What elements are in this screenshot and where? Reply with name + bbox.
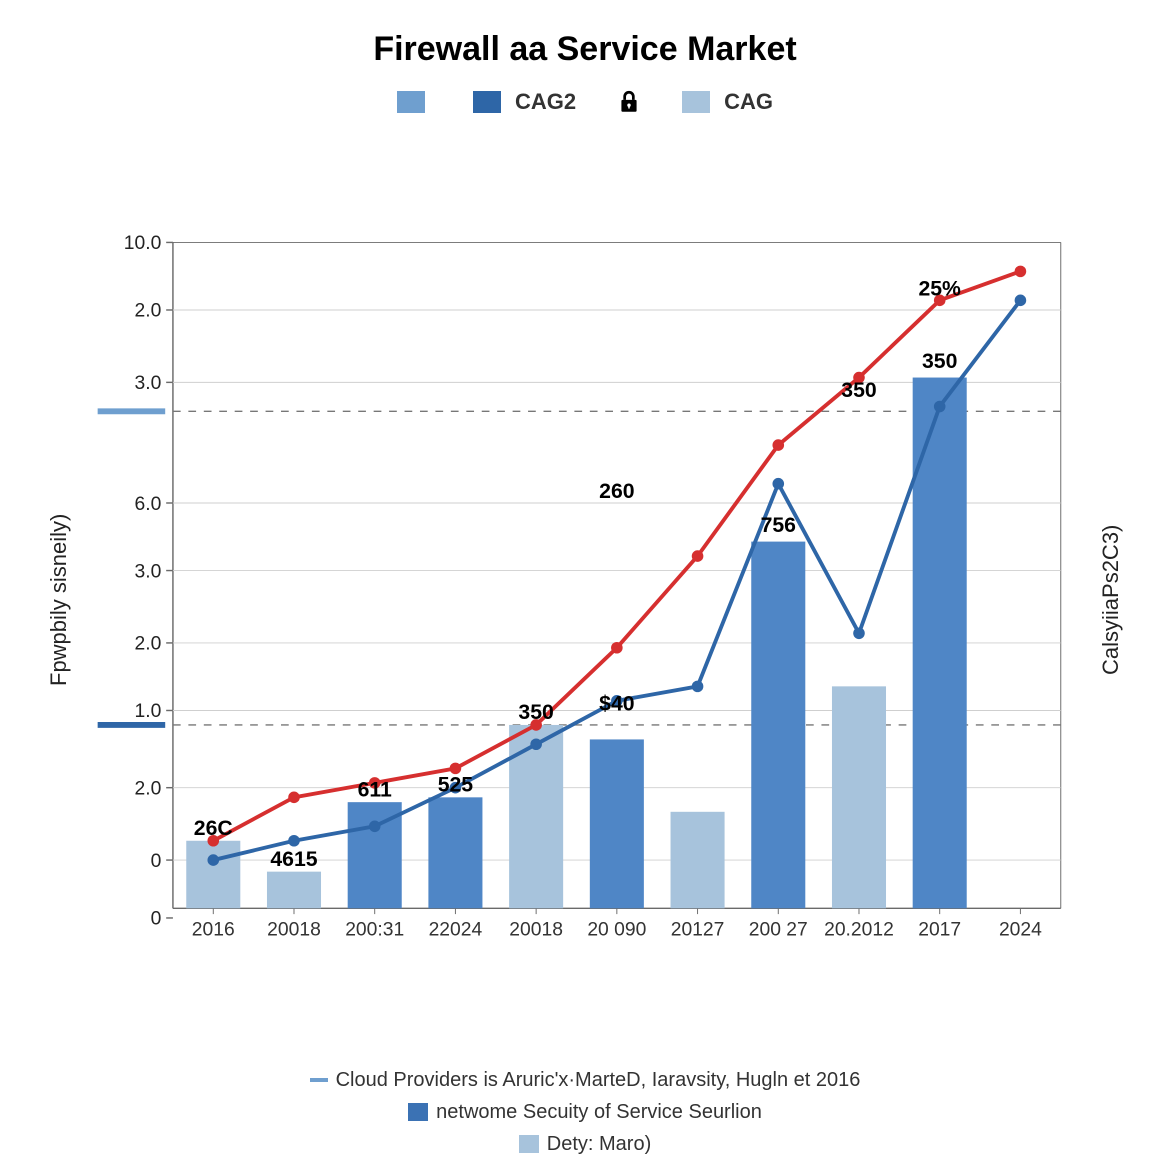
svg-text:0: 0 (151, 851, 162, 872)
x-tick-label: 20018 (267, 919, 321, 940)
bottom-legend-text-2: netwome Secuity of Service Seurlion (436, 1096, 762, 1128)
bar-light (671, 812, 725, 909)
legend-item-3 (616, 89, 642, 115)
x-tick-label: 2024 (999, 919, 1042, 940)
svg-text:0: 0 (151, 909, 162, 930)
svg-text:10.0: 10.0 (124, 233, 162, 254)
trend-marker (692, 550, 704, 562)
x-tick-label: 20 090 (587, 919, 646, 940)
svg-text:6.0: 6.0 (135, 494, 162, 515)
trend-marker (530, 738, 542, 750)
x-tick-label: 20018 (509, 919, 563, 940)
svg-text:2.0: 2.0 (135, 301, 162, 322)
bar-dark (751, 542, 805, 909)
y-axis-label-left: Fpwpbily sisneily) (40, 145, 78, 1054)
legend-dash-icon (310, 1078, 328, 1082)
value-label: 4615 (270, 848, 317, 871)
legend-item-1 (397, 91, 433, 113)
bar-dark (590, 739, 644, 908)
bar-light (186, 841, 240, 909)
legend-swatch-4 (682, 91, 710, 113)
x-tick-label: 200:31 (345, 919, 404, 940)
legend-label-2: CAG2 (515, 89, 576, 115)
bar-dark (428, 797, 482, 908)
svg-text:3.0: 3.0 (135, 561, 162, 582)
bottom-legend-row-3: Dety: Maro) (40, 1128, 1130, 1160)
x-tick-label: 20127 (671, 919, 725, 940)
chart-area: Fpwpbily sisneily) 10.0 2.0 3.0 6.0 3.0 2.0 1.… (40, 145, 1130, 1054)
bar-light (267, 872, 321, 909)
trend-marker (772, 478, 784, 490)
svg-text:2.0: 2.0 (135, 778, 162, 799)
bottom-legend-row-1: Cloud Providers is Aruric'x·MarteD, Iara… (40, 1064, 1130, 1096)
x-tick-label: 200 27 (749, 919, 808, 940)
y-axis-label-right: CalsyiiaPs2C3) (1092, 145, 1130, 1054)
legend-square-light-icon (519, 1135, 539, 1153)
svg-text:1.0: 1.0 (135, 701, 162, 722)
trend-marker (450, 763, 462, 775)
trend-marker (288, 835, 300, 847)
trend-marker (288, 792, 300, 804)
trend-marker (611, 642, 623, 654)
bottom-legend-text-1: Cloud Providers is Aruric'x·MarteD, Iara… (336, 1064, 861, 1096)
trend-marker (853, 627, 865, 639)
bottom-legend-row-2: netwome Secuity of Service Seurlion (40, 1096, 1130, 1128)
trend-marker (1015, 295, 1027, 307)
value-label: 25% (918, 278, 961, 301)
chart-container: Firewall aa Service Market CAG2 CAG Fpwp… (0, 0, 1170, 1170)
legend-item-4: CAG (682, 89, 773, 115)
legend-swatch-1 (397, 91, 425, 113)
svg-text:3.0: 3.0 (135, 373, 162, 394)
chart-svg: 10.0 2.0 3.0 6.0 3.0 2.0 1.0 2.0 0 0 26C 4615 611 525… (88, 145, 1082, 1054)
trend-marker (934, 401, 946, 413)
chart-title: Firewall aa Service Market (40, 30, 1130, 69)
x-tick-label: 2017 (918, 919, 961, 940)
bottom-legend-text-3: Dety: Maro) (547, 1128, 651, 1160)
value-label: 350 (518, 701, 553, 724)
value-label: 756 (761, 514, 797, 537)
value-label: 611 (358, 778, 392, 801)
trend-marker (1015, 266, 1027, 278)
legend-top: CAG2 CAG (40, 89, 1130, 115)
value-label: 525 (438, 774, 474, 797)
legend-bottom: Cloud Providers is Aruric'x·MarteD, Iara… (40, 1064, 1130, 1160)
trend-marker (692, 681, 704, 693)
x-tick-label: 2016 (192, 919, 235, 940)
value-label: 26C (194, 817, 233, 840)
legend-square-dark-icon (408, 1103, 428, 1121)
legend-label-4: CAG (724, 89, 773, 115)
trend-marker (772, 439, 784, 451)
legend-item-2: CAG2 (473, 89, 576, 115)
value-label: 350 (922, 350, 957, 373)
bar-light (832, 686, 886, 908)
plot-area: 10.0 2.0 3.0 6.0 3.0 2.0 1.0 2.0 0 0 26C 4615 611 525… (88, 145, 1082, 1054)
value-label: 350 (841, 379, 876, 402)
value-label: $40 (599, 692, 634, 715)
x-tick-label: 22024 (429, 919, 483, 940)
svg-text:2.0: 2.0 (135, 634, 162, 655)
legend-swatch-2 (473, 91, 501, 113)
value-label: 260 (599, 480, 634, 503)
lock-icon (616, 89, 642, 115)
trend-marker (369, 820, 381, 832)
trend-marker (207, 854, 219, 866)
x-tick-label: 20.2012 (824, 919, 894, 940)
